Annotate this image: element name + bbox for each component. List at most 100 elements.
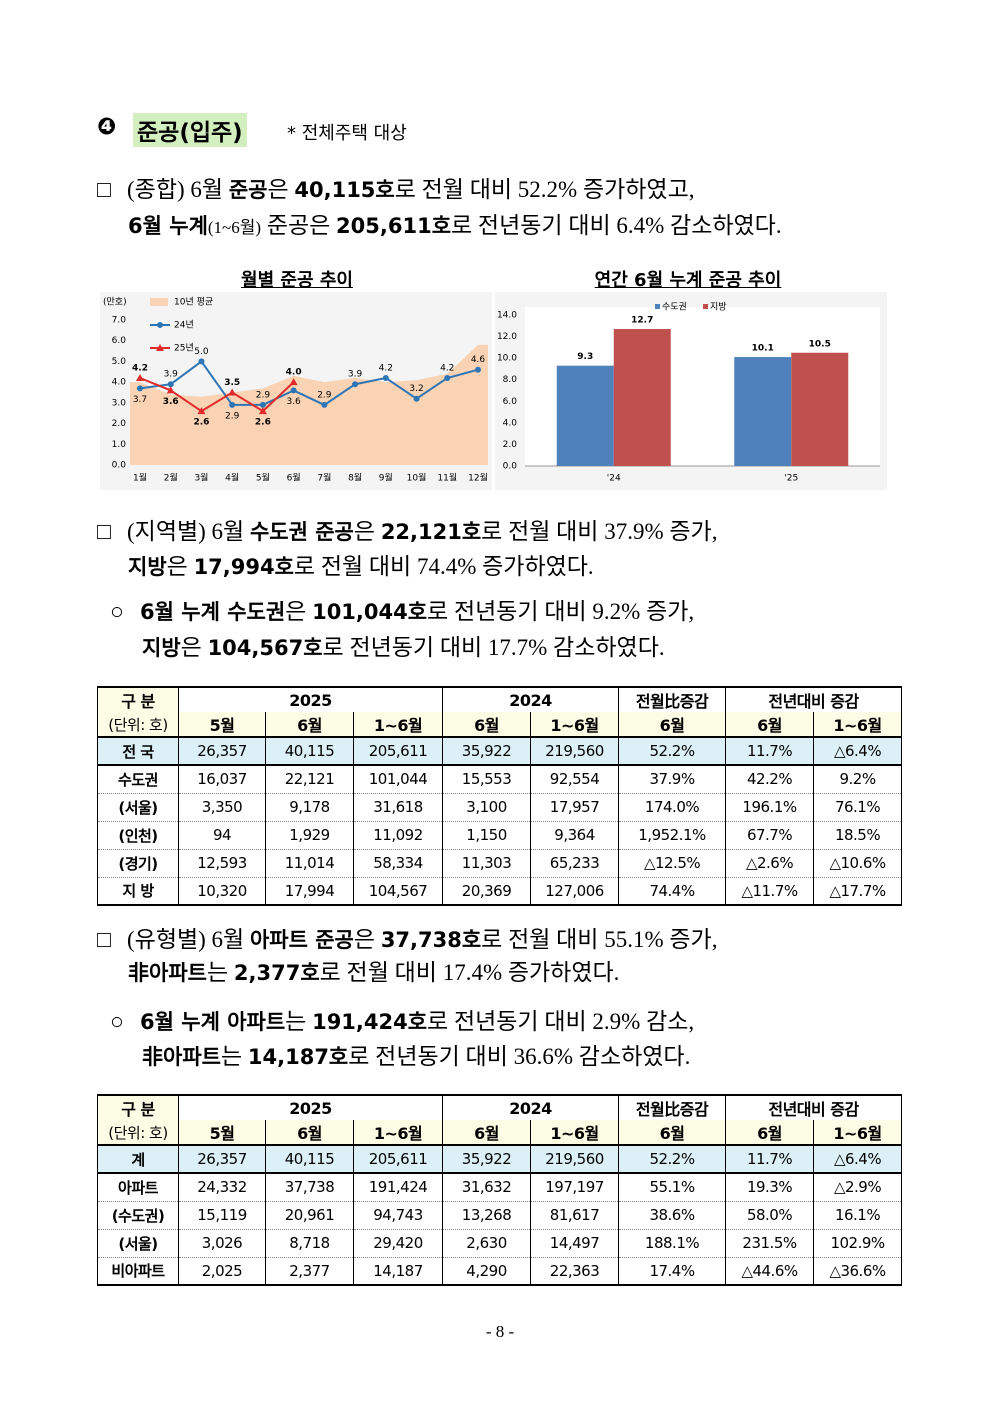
header-row: (단위: 호) 5월 6월 1~6월 6월 1~6월 6월 6월 1~6월 — [97, 1120, 903, 1145]
data-row: (서울) 3,026 8,718 29,420 2,630 14,497 188.1% 231… — [97, 1229, 903, 1258]
text-run: 205,611호 — [336, 214, 452, 238]
cell: 2,630 — [442, 1229, 532, 1258]
data-label: 3.7 — [133, 395, 147, 405]
corner-cell: (단위: 호) — [97, 1120, 179, 1145]
cell: 31,632 — [442, 1173, 532, 1202]
point — [321, 401, 328, 408]
text-run: 은 — [353, 519, 381, 544]
paragraph-line: □ (종합) 6월 준공은 40,115호로 전월 대비 52.2% 증가하였고, — [97, 175, 695, 205]
header-row: (단위: 호) 5월 6월 1~6월 6월 1~6월 6월 6월 1~6월 — [97, 712, 903, 737]
point — [444, 375, 451, 381]
data-row: (경기) 12,593 11,014 58,334 11,303 65,233 △12.5%… — [97, 849, 903, 878]
text-run: 로 전년동기 대비 6.4% 감소하였다. — [451, 213, 782, 238]
column-header: 6월 — [618, 712, 727, 737]
paragraph-line: 非아파트는 14,187호로 전년동기 대비 36.6% 감소하였다. — [142, 1042, 690, 1072]
bullet-marker: □ — [97, 519, 111, 544]
corner-cell: 구 분 — [97, 1095, 179, 1120]
data-label: 3.6 — [286, 397, 301, 407]
data-label: 4.2 — [379, 364, 393, 374]
x-tick-label: 1월 — [133, 472, 147, 484]
text-run: 14,187호 — [247, 1045, 349, 1069]
y-tick-label: 2.0 — [503, 440, 518, 450]
paragraph-line: 지방은 17,994호로 전월 대비 74.4% 증가하였다. — [128, 552, 594, 582]
column-header: 6월 — [442, 712, 532, 737]
cell: 26,357 — [178, 1144, 266, 1174]
cell: 19.3% — [725, 1173, 815, 1202]
cell: 14,497 — [530, 1229, 620, 1258]
data-label: 5.0 — [194, 347, 209, 357]
cell: △10.6% — [813, 849, 903, 878]
cell: 92,554 — [530, 765, 620, 794]
row-label: (수도권) — [97, 1201, 179, 1230]
line — [139, 377, 295, 413]
paragraph-line: □ (유형별) 6월 아파트 준공은 37,738호로 전월 대비 55.1% 증… — [97, 925, 717, 955]
column-header: 5월 — [178, 712, 266, 737]
bullet-marker: ○ — [110, 1009, 124, 1034]
cell: 52.2% — [618, 736, 727, 766]
data-label: 10.5 — [809, 339, 831, 349]
data-row: (수도권) 15,119 20,961 94,743 13,268 81,617 38.6%… — [97, 1201, 903, 1230]
point — [290, 387, 297, 394]
column-header: 1~6월 — [352, 1120, 444, 1145]
bar — [734, 357, 792, 466]
text-run: 은 — [166, 554, 194, 579]
cell: 94 — [178, 821, 266, 850]
cell: 40,115 — [265, 1144, 354, 1174]
cell: △2.6% — [725, 849, 815, 878]
data-label: 3.2 — [409, 384, 423, 394]
legend-marker — [156, 344, 164, 351]
data-label: 3.5 — [224, 378, 240, 388]
text-run: 아파트 준공 — [249, 928, 354, 952]
text-run: 로 전년동기 대비 2.9% 감소, — [427, 1009, 695, 1034]
text-run: 로 전월 대비 52.2% 증가하였고, — [394, 177, 695, 202]
data-row: 아파트 24,332 37,738 191,424 31,632 197,197 55.1%… — [97, 1173, 903, 1202]
paragraph-line: 지방은 104,567호로 전년동기 대비 17.7% 감소하였다. — [142, 633, 665, 663]
point — [352, 381, 359, 388]
x-tick-label: '24 — [607, 474, 621, 484]
cell: 205,611 — [352, 1144, 444, 1174]
text-run: 는 — [206, 960, 234, 985]
cell: 9,364 — [530, 821, 620, 850]
text-run: 40,115호 — [294, 178, 395, 202]
x-tick-label: 5월 — [256, 472, 270, 484]
header-row: 구 분 2025 2024 전월比증감 전년대비 증감 — [97, 1095, 903, 1120]
corner-cell: (단위: 호) — [97, 712, 179, 737]
x-tick-label: 9월 — [379, 472, 393, 484]
cell: 219,560 — [530, 1144, 620, 1174]
cell: 81,617 — [530, 1201, 620, 1230]
chart-title: 연간 6월 누계 준공 추이 — [594, 270, 782, 291]
cell: 65,233 — [530, 849, 620, 878]
bar — [613, 329, 671, 466]
group-header: 전년대비 증감 — [725, 687, 903, 712]
cell: △6.4% — [813, 736, 903, 766]
section-note: * 전체주택 대상 — [287, 123, 407, 144]
cell: 231.5% — [725, 1229, 815, 1258]
text-run: 로 전년동기 대비 9.2% 증가, — [427, 599, 695, 624]
group-header: 2025 — [177, 687, 444, 712]
column-header: 6월 — [265, 1120, 354, 1145]
row-label: 계 — [97, 1144, 179, 1174]
cell: 3,026 — [178, 1229, 266, 1258]
cell: 2,025 — [178, 1257, 266, 1286]
cell: 11,303 — [442, 849, 532, 878]
group-header: 전월比증감 — [618, 1095, 727, 1120]
y-tick-label: 4.0 — [503, 418, 518, 428]
data-row: (서울) 3,350 9,178 31,618 3,100 17,957 174.0% 196… — [97, 793, 903, 822]
cell: 1,929 — [265, 821, 354, 850]
point — [137, 385, 143, 392]
group-header: 전월比증감 — [618, 687, 727, 712]
x-tick-label: 3월 — [194, 472, 208, 484]
column-header: 6월 — [725, 1120, 815, 1145]
y-tick-label: 5.0 — [112, 357, 127, 367]
legend-swatch — [150, 298, 168, 306]
text-run: 191,424호 — [312, 1010, 428, 1034]
text-run: 은 — [285, 599, 313, 624]
text-run: 은 — [180, 635, 208, 660]
text-run: 은 — [267, 177, 295, 202]
cell: △11.7% — [725, 877, 815, 906]
cell: 18.5% — [813, 821, 903, 850]
cell: △17.7% — [813, 877, 903, 906]
text-run: 22,121호 — [380, 520, 482, 544]
cell: 94,743 — [352, 1201, 444, 1230]
